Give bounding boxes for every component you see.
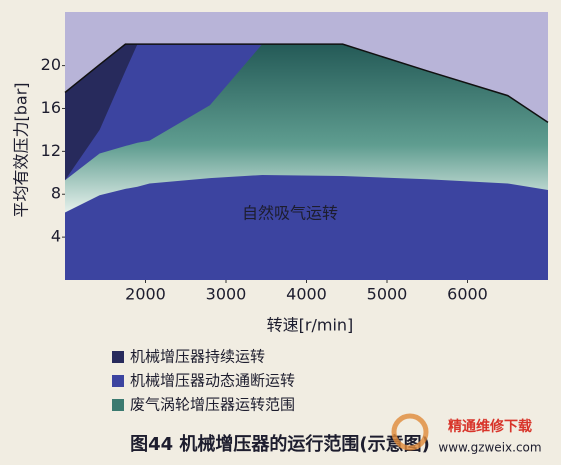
legend-label: 机械增压器动态通断运转 <box>130 372 295 390</box>
chart-title: 图44 机械增压器的运行范围(示意图) <box>130 433 430 455</box>
watermark-logo <box>391 413 429 451</box>
annotation: 自然吸气运转 <box>242 204 338 223</box>
area <box>65 44 548 213</box>
envelope-line <box>64 43 549 124</box>
y-tick-label: 20 <box>41 55 61 74</box>
y-axis-label: 平均有效压力[bar] <box>12 82 31 217</box>
watermark-text: 精通维修下载 <box>448 418 532 435</box>
x-tick-label: 6000 <box>447 285 488 304</box>
y-tick-label: 16 <box>41 98 61 117</box>
y-tick-label: 4 <box>51 227 61 246</box>
y-tick-label: 12 <box>41 141 61 160</box>
x-tick-label: 3000 <box>206 285 247 304</box>
x-tick-label: 2000 <box>125 285 166 304</box>
x-tick-label: 4000 <box>286 285 327 304</box>
legend-swatch <box>112 375 124 387</box>
legend-swatch <box>112 351 124 363</box>
legend-label: 机械增压器持续运转 <box>130 348 265 366</box>
x-axis-label: 转速[r/min] <box>267 316 354 335</box>
x-tick-label: 5000 <box>367 285 408 304</box>
legend-label: 废气涡轮增压器运转范围 <box>130 396 295 414</box>
watermark-url: www.gzweix.com <box>438 441 541 455</box>
legend-swatch <box>112 399 124 411</box>
y-tick-label: 8 <box>51 184 61 203</box>
